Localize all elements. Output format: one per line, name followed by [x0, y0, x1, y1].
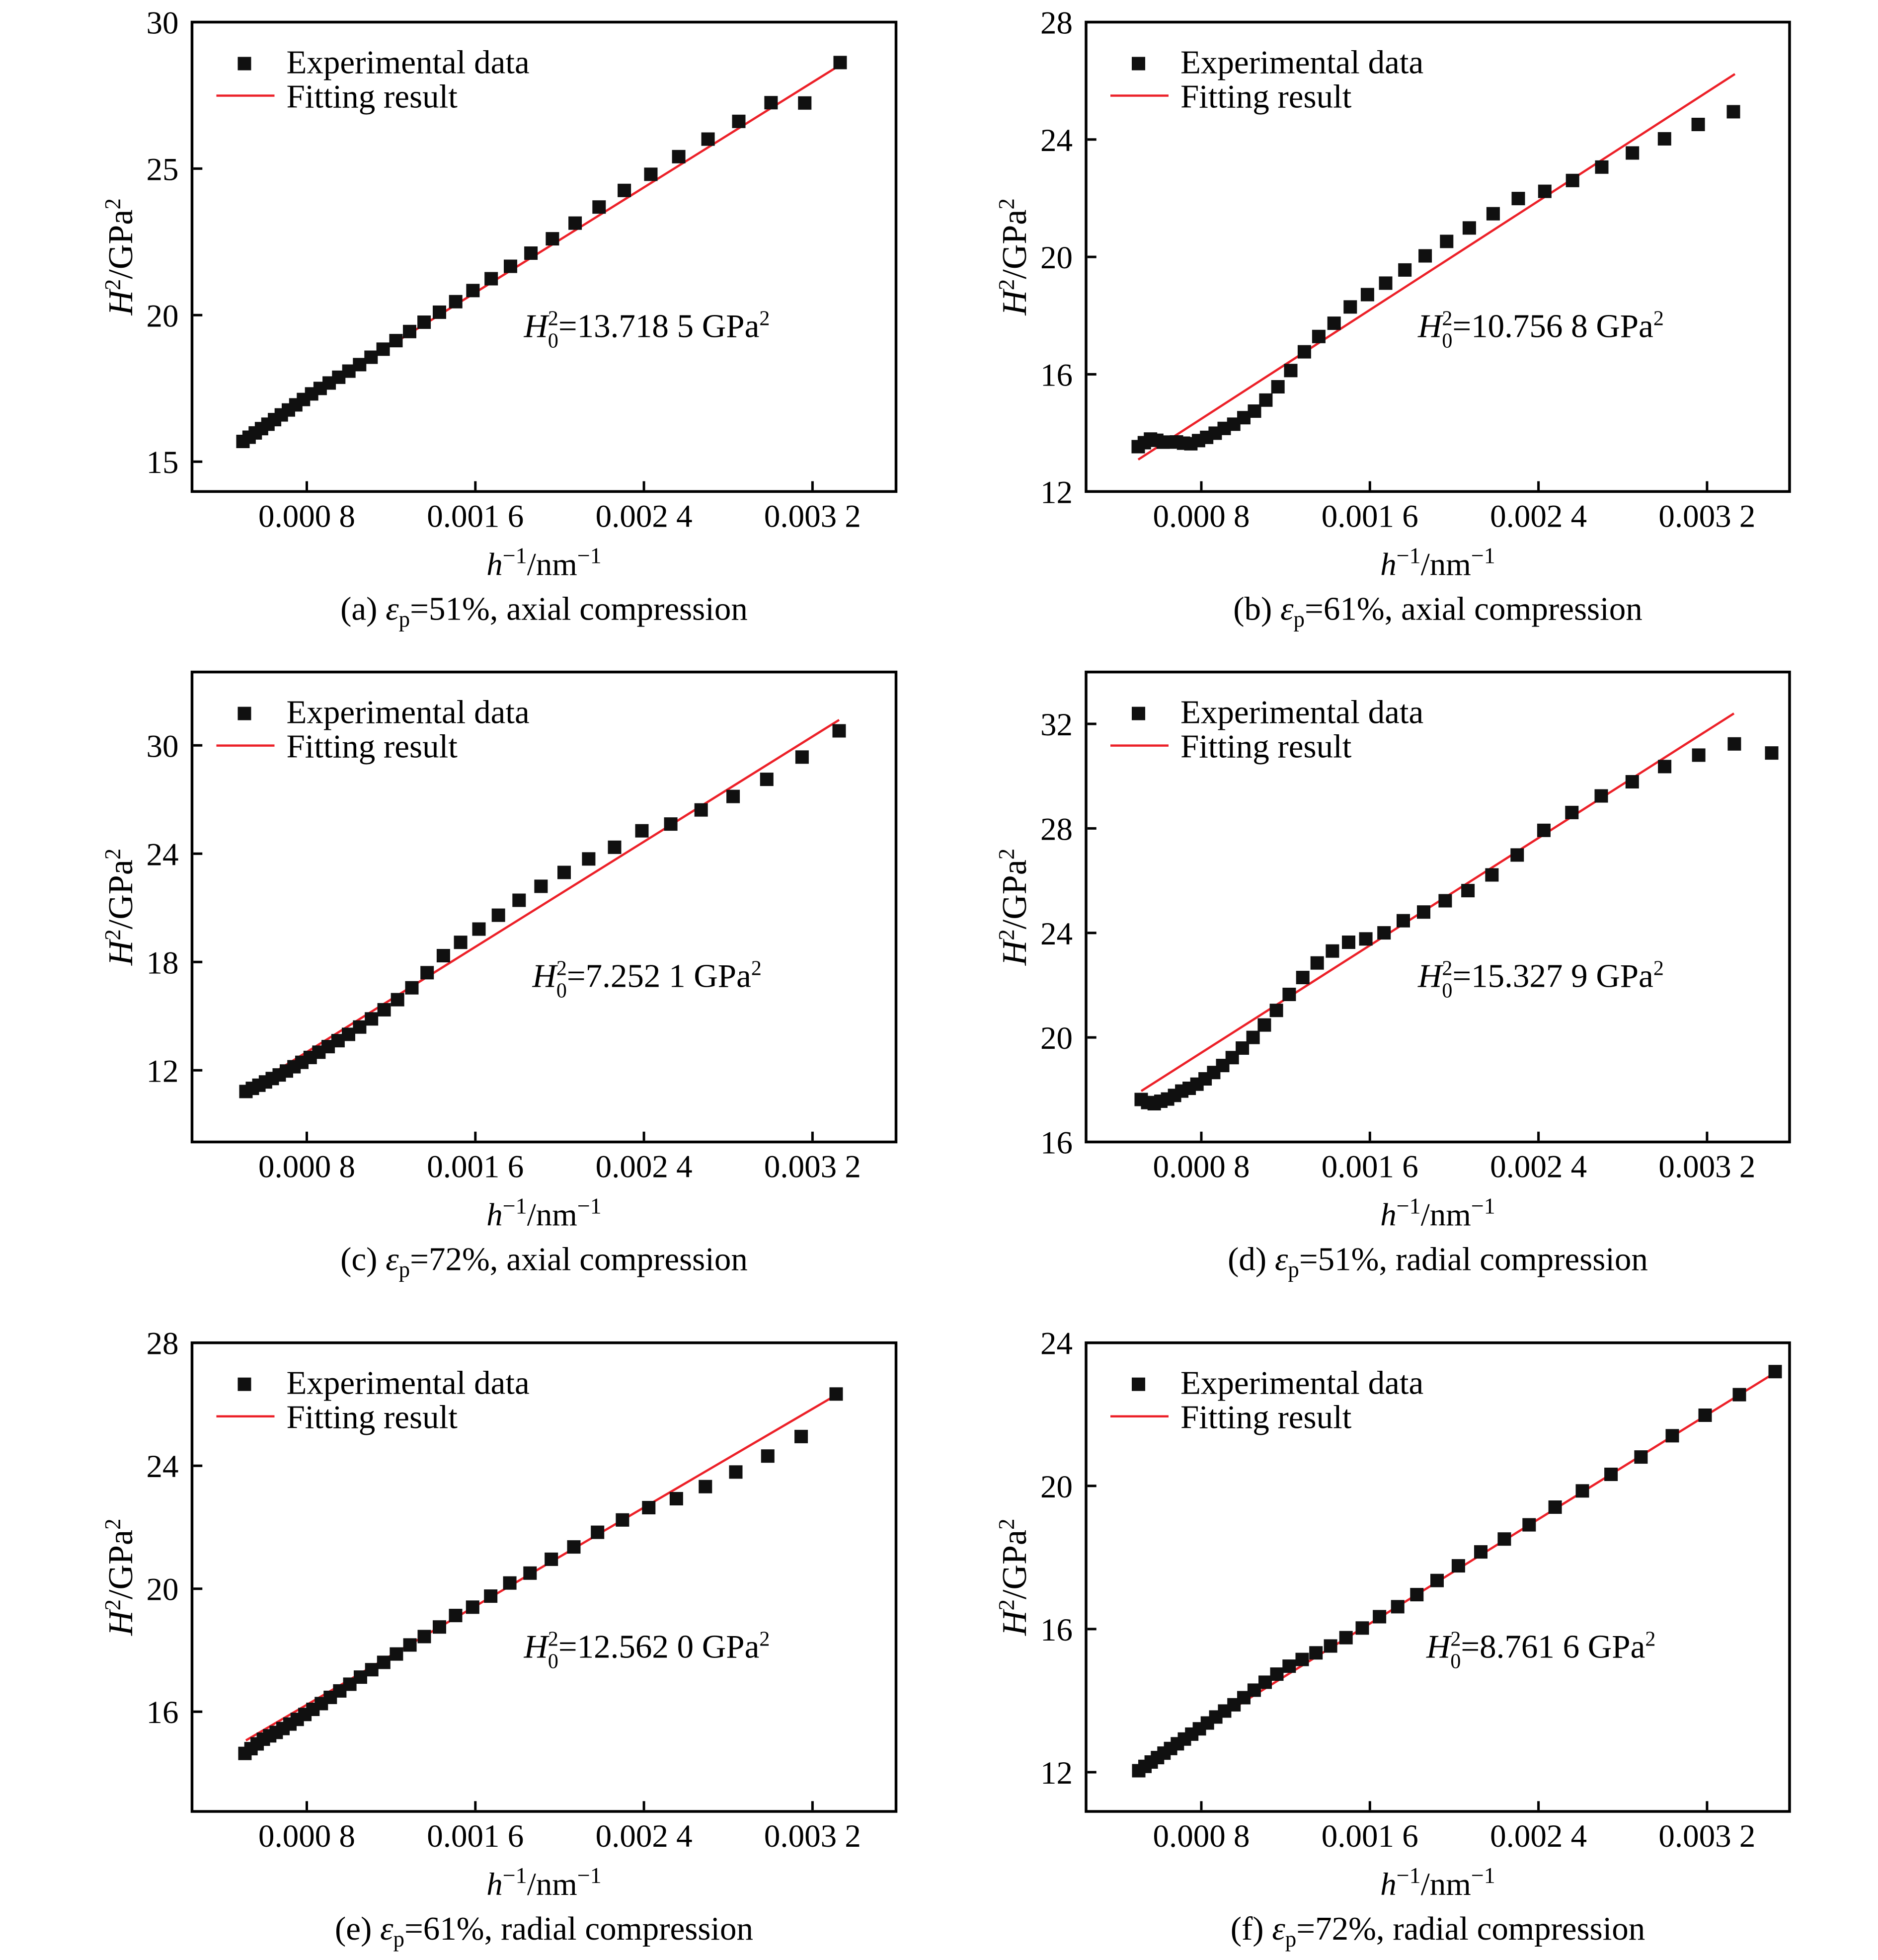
svg-text:H2/GPa2: H2/GPa2: [994, 1519, 1034, 1637]
svg-text:(b) εp=61%, axial compression: (b) εp=61%, axial compression: [1233, 590, 1643, 631]
svg-text:Experimental data: Experimental data: [287, 694, 530, 731]
svg-text:15: 15: [147, 445, 179, 480]
svg-text:0.002 4: 0.002 4: [596, 1149, 693, 1185]
svg-text:0.001 6: 0.001 6: [1322, 1818, 1418, 1854]
svg-text:0.000 8: 0.000 8: [1153, 498, 1250, 534]
svg-text:h−1/nm−1: h−1/nm−1: [486, 1863, 602, 1902]
svg-text:0.001 6: 0.001 6: [427, 1149, 524, 1185]
svg-text:30: 30: [147, 5, 179, 41]
svg-text:Experimental data: Experimental data: [287, 44, 530, 81]
svg-text:24: 24: [147, 1449, 179, 1485]
svg-text:Fitting result: Fitting result: [287, 1399, 458, 1436]
svg-text:(d) εp=51%, radial compression: (d) εp=51%, radial compression: [1228, 1241, 1648, 1282]
svg-text:h−1/nm−1: h−1/nm−1: [1380, 543, 1495, 582]
svg-text:Fitting result: Fitting result: [287, 728, 458, 765]
svg-text:28: 28: [1040, 811, 1073, 847]
svg-text:0.001 6: 0.001 6: [427, 498, 524, 534]
svg-text:H20=12.562 0 GPa2: H2 0=12.562 0 GPa2: [524, 1628, 770, 1673]
svg-text:0.001 6: 0.001 6: [1322, 1149, 1418, 1185]
svg-text:0.000 8: 0.000 8: [258, 1149, 355, 1185]
svg-text:32: 32: [1040, 707, 1073, 743]
svg-text:H20=7.252 1 GPa2: H2 0=7.252 1 GPa2: [532, 957, 762, 1003]
svg-text:20: 20: [147, 298, 179, 334]
svg-text:H2/GPa2: H2/GPa2: [100, 849, 140, 966]
svg-text:0.003 2: 0.003 2: [1658, 498, 1755, 534]
svg-text:h−1/nm−1: h−1/nm−1: [486, 543, 602, 582]
svg-text:0.000 8: 0.000 8: [1153, 1149, 1250, 1185]
svg-text:0.003 2: 0.003 2: [1658, 1149, 1755, 1185]
svg-text:30: 30: [147, 728, 179, 764]
svg-text:16: 16: [1040, 1125, 1073, 1161]
svg-text:Fitting result: Fitting result: [1180, 1399, 1352, 1436]
svg-text:(a) εp=51%, axial compression: (a) εp=51%, axial compression: [340, 590, 748, 631]
svg-text:h−1/nm−1: h−1/nm−1: [1380, 1863, 1495, 1902]
svg-text:0.000 8: 0.000 8: [258, 498, 355, 534]
svg-text:Fitting result: Fitting result: [1180, 78, 1352, 115]
svg-text:16: 16: [147, 1695, 179, 1730]
svg-text:16: 16: [1040, 357, 1073, 393]
svg-text:0.002 4: 0.002 4: [1490, 498, 1587, 534]
svg-text:12: 12: [1040, 1755, 1073, 1791]
svg-text:0.002 4: 0.002 4: [1490, 1818, 1587, 1854]
svg-text:H2/GPa2: H2/GPa2: [994, 849, 1034, 966]
svg-text:Fitting result: Fitting result: [1180, 728, 1352, 765]
svg-text:12: 12: [1040, 475, 1073, 511]
svg-text:24: 24: [1040, 123, 1073, 158]
svg-text:16: 16: [1040, 1612, 1073, 1648]
svg-text:h−1/nm−1: h−1/nm−1: [486, 1193, 602, 1233]
svg-text:24: 24: [1040, 916, 1073, 952]
svg-text:28: 28: [1040, 5, 1073, 41]
svg-text:0.002 4: 0.002 4: [1490, 1149, 1587, 1185]
svg-text:0.002 4: 0.002 4: [596, 1818, 693, 1854]
svg-text:20: 20: [1040, 1020, 1073, 1056]
svg-text:H2/GPa2: H2/GPa2: [100, 198, 140, 316]
svg-text:H20=8.761 6 GPa2: H2 0=8.761 6 GPa2: [1426, 1628, 1655, 1673]
svg-text:Fitting result: Fitting result: [287, 78, 458, 115]
svg-text:0.001 6: 0.001 6: [427, 1818, 524, 1854]
svg-text:0.000 8: 0.000 8: [258, 1818, 355, 1854]
svg-text:20: 20: [1040, 240, 1073, 276]
svg-text:H20=13.718 5 GPa2: H2 0=13.718 5 GPa2: [524, 308, 770, 353]
svg-text:25: 25: [147, 152, 179, 187]
svg-text:12: 12: [147, 1053, 179, 1089]
svg-text:0.000 8: 0.000 8: [1153, 1818, 1250, 1854]
svg-text:H20=15.327 9 GPa2: H2 0=15.327 9 GPa2: [1417, 957, 1664, 1003]
svg-text:Experimental data: Experimental data: [1180, 694, 1423, 731]
svg-text:20: 20: [1040, 1469, 1073, 1505]
svg-text:0.003 2: 0.003 2: [1658, 1818, 1755, 1854]
svg-text:H2/GPa2: H2/GPa2: [100, 1519, 140, 1637]
svg-text:0.003 2: 0.003 2: [764, 1818, 861, 1854]
svg-text:(f) εp=72%, radial compression: (f) εp=72%, radial compression: [1231, 1910, 1645, 1952]
svg-text:0.003 2: 0.003 2: [764, 498, 861, 534]
svg-text:28: 28: [147, 1326, 179, 1362]
svg-text:h−1/nm−1: h−1/nm−1: [1380, 1193, 1495, 1233]
svg-text:Experimental data: Experimental data: [1180, 44, 1423, 81]
svg-text:0.001 6: 0.001 6: [1322, 498, 1418, 534]
svg-text:(e) εp=61%, radial compression: (e) εp=61%, radial compression: [335, 1910, 753, 1952]
svg-text:24: 24: [1040, 1326, 1073, 1362]
svg-text:24: 24: [147, 837, 179, 872]
svg-text:H2/GPa2: H2/GPa2: [994, 198, 1034, 316]
svg-text:H20=10.756 8 GPa2: H2 0=10.756 8 GPa2: [1417, 308, 1664, 353]
svg-text:18: 18: [147, 945, 179, 981]
svg-text:0.002 4: 0.002 4: [596, 498, 693, 534]
svg-text:0.003 2: 0.003 2: [764, 1149, 861, 1185]
svg-text:Experimental data: Experimental data: [1180, 1365, 1423, 1402]
svg-text:Experimental data: Experimental data: [287, 1365, 530, 1402]
svg-text:20: 20: [147, 1572, 179, 1608]
